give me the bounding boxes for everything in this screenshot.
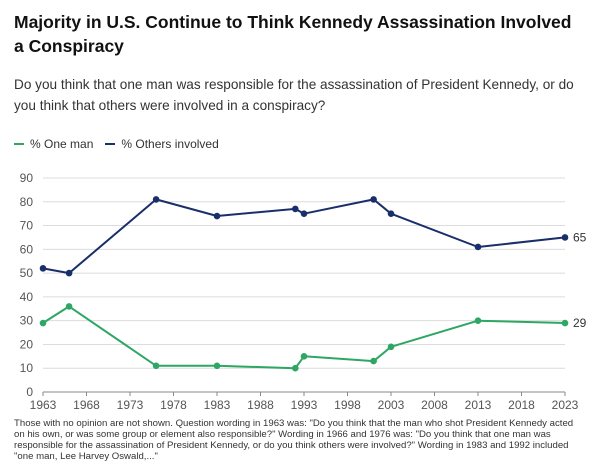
chart-title: Majority in U.S. Continue to Think Kenne… bbox=[14, 10, 586, 58]
x-tick-label: 1963 bbox=[30, 398, 57, 412]
x-tick-label: 1993 bbox=[291, 398, 318, 412]
data-point-others bbox=[153, 196, 160, 203]
data-point-others bbox=[370, 196, 377, 203]
x-tick-label: 1998 bbox=[334, 398, 361, 412]
y-tick-label: 80 bbox=[20, 195, 34, 209]
data-point-one-man bbox=[292, 365, 299, 372]
y-tick-label: 10 bbox=[20, 361, 34, 375]
data-point-one-man bbox=[475, 317, 482, 324]
x-tick-label: 2023 bbox=[552, 398, 579, 412]
legend-item-others: % Others involved bbox=[105, 137, 218, 151]
legend-label-one-man: % One man bbox=[30, 137, 93, 151]
data-point-others bbox=[301, 210, 308, 217]
legend-item-one-man: % One man bbox=[14, 137, 93, 151]
y-tick-label: 40 bbox=[20, 290, 34, 304]
end-value-label-others: 65 bbox=[573, 230, 587, 244]
data-point-others bbox=[292, 206, 299, 213]
data-point-others bbox=[562, 234, 569, 241]
data-point-others bbox=[388, 210, 395, 217]
end-value-label-one-man: 29 bbox=[573, 316, 587, 330]
x-tick-label: 1968 bbox=[73, 398, 100, 412]
data-point-one-man bbox=[388, 344, 395, 351]
y-tick-label: 20 bbox=[20, 337, 34, 351]
line-chart: 0 10 20 30 40 50 60 70 80 90 1963 1968 1973 1978 1983 1… bbox=[0, 160, 600, 415]
chart-legend: % One man % Others involved bbox=[14, 137, 231, 151]
x-tick-label: 1978 bbox=[160, 398, 187, 412]
legend-label-others: % Others involved bbox=[121, 137, 218, 151]
data-point-others bbox=[214, 213, 221, 220]
data-point-one-man bbox=[214, 363, 221, 370]
x-tick-label: 1973 bbox=[117, 398, 144, 412]
x-tick-label: 1988 bbox=[247, 398, 274, 412]
legend-swatch-one-man bbox=[14, 143, 24, 145]
chart-footnote: Those with no opinion are not shown. Que… bbox=[14, 418, 586, 462]
x-tick-label: 2008 bbox=[421, 398, 448, 412]
chart-subtitle: Do you think that one man was responsibl… bbox=[14, 74, 586, 116]
y-tick-label: 50 bbox=[20, 266, 34, 280]
legend-swatch-others bbox=[105, 143, 115, 145]
y-tick-label: 70 bbox=[20, 219, 34, 233]
data-point-one-man bbox=[370, 358, 377, 365]
data-point-others bbox=[66, 270, 73, 277]
y-tick-label: 90 bbox=[20, 171, 34, 185]
y-tick-label: 60 bbox=[20, 242, 34, 256]
x-tick-label: 2003 bbox=[378, 398, 405, 412]
x-tick-label: 2018 bbox=[508, 398, 535, 412]
y-tick-label: 30 bbox=[20, 314, 34, 328]
data-point-one-man bbox=[40, 320, 47, 327]
x-tick-label: 2013 bbox=[465, 398, 492, 412]
x-tick-label: 1983 bbox=[204, 398, 231, 412]
data-point-one-man bbox=[301, 353, 308, 360]
data-point-one-man bbox=[562, 320, 569, 327]
data-point-others bbox=[475, 244, 482, 251]
data-point-others bbox=[40, 265, 47, 272]
data-point-one-man bbox=[66, 303, 73, 310]
y-tick-label: 0 bbox=[26, 385, 33, 399]
data-point-one-man bbox=[153, 363, 160, 370]
